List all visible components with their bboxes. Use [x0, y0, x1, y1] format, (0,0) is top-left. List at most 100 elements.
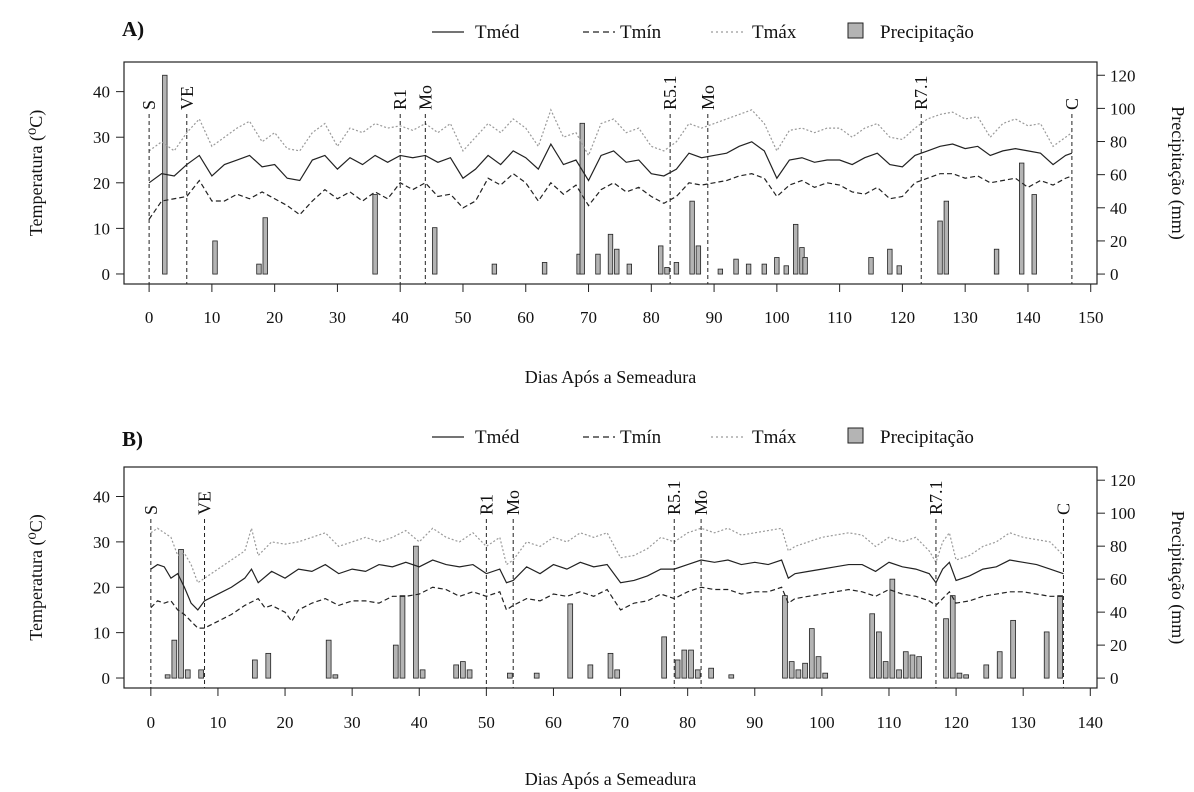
precip-bar	[963, 674, 969, 679]
precip-bar	[909, 654, 916, 679]
x-tick-label: 120	[890, 308, 916, 327]
x-tick-label: 30	[344, 713, 361, 732]
precip-bar	[607, 233, 614, 275]
legend-label-4: Precipitação	[880, 427, 974, 448]
precip-bar	[466, 669, 473, 679]
x-axis-title: Dias Após a Semeadura	[525, 367, 696, 387]
stage-label: R5.1	[664, 480, 684, 515]
precip-bar	[795, 669, 802, 679]
precip-bar	[392, 644, 399, 679]
y-axis-title: Temperatura (⁰C)	[26, 514, 47, 640]
legend-label-3: Tmáx	[752, 427, 797, 448]
precip-bar	[868, 257, 874, 275]
x-tick-label: 40	[411, 713, 428, 732]
precip-bar	[745, 263, 752, 275]
x-tick-label: 90	[746, 713, 763, 732]
legend-label-1: Tméd	[475, 427, 520, 448]
x-tick-label: 100	[764, 308, 790, 327]
precip-bar	[674, 659, 681, 679]
y-tick-label: 10	[93, 624, 110, 643]
x-tick-label: 50	[478, 713, 495, 732]
y2-tick-label: 20	[1110, 636, 1127, 655]
stage-label: VE	[177, 86, 197, 110]
precip-bar	[815, 656, 822, 679]
legend-label-1: Tméd	[475, 22, 520, 43]
x-tick-label: 70	[580, 308, 597, 327]
precip-bar	[432, 227, 438, 275]
precip-bar	[783, 265, 789, 275]
precip-bar	[728, 674, 735, 679]
x-tick-label: 10	[209, 713, 226, 732]
precip-bar	[325, 639, 332, 679]
precip-bar	[1043, 631, 1050, 679]
legend-label-2: Tmín	[620, 427, 662, 448]
x-tick-label: 30	[329, 308, 346, 327]
x-tick-label: 110	[877, 713, 902, 732]
precip-bar	[507, 672, 513, 679]
panel-label: B)	[122, 427, 143, 451]
precip-bar	[164, 674, 171, 679]
precip-bar	[460, 661, 466, 679]
y2-axis-title: Precipitação (mm)	[1167, 511, 1188, 644]
x-tick-label: 140	[1078, 713, 1104, 732]
precip-bar	[782, 595, 788, 679]
x-tick-label: 120	[943, 713, 969, 732]
precip-bar	[399, 595, 406, 679]
precip-bar	[626, 263, 632, 275]
y-tick-label: 40	[93, 487, 110, 506]
precip-bar	[733, 258, 739, 275]
x-tick-label: 70	[612, 713, 629, 732]
x-tick-label: 60	[545, 713, 562, 732]
precip-bar	[491, 263, 498, 275]
precip-bar	[943, 618, 949, 679]
plot-frame	[123, 466, 1098, 689]
x-tick-label: 10	[203, 308, 220, 327]
y-tick-label: 0	[102, 265, 111, 284]
legend-label-4: Precipitação	[880, 22, 974, 43]
precip-bar	[887, 248, 893, 275]
x-tick-label: 140	[1015, 308, 1041, 327]
precip-bar	[916, 656, 922, 679]
stage-label: S	[139, 100, 159, 110]
precip-bar	[689, 200, 695, 275]
precip-bar	[949, 595, 956, 679]
x-tick-label: 0	[147, 713, 156, 732]
x-tick-label: 150	[1078, 308, 1104, 327]
y-tick-label: 0	[102, 669, 111, 688]
panel-b: B) Tméd Tmín Tmáx Precipitação S VE R1 Mo R5.1 Mo R…	[26, 427, 1188, 789]
precip-bar	[661, 636, 668, 679]
precip-bar	[882, 661, 889, 679]
precip-bar	[614, 669, 621, 679]
precip-bar	[793, 223, 799, 275]
precip-bar	[252, 659, 258, 679]
y2-tick-label: 0	[1110, 669, 1119, 688]
precip-bar	[937, 220, 943, 275]
precip-bar	[212, 240, 218, 275]
precip-bar	[996, 651, 1003, 679]
y-tick-label: 20	[93, 174, 110, 193]
precip-bar	[943, 200, 950, 275]
x-axis-title: Dias Após a Semeadura	[525, 769, 696, 789]
legend-bar-swatch	[847, 22, 864, 39]
y-axis-title: Temperatura (⁰C)	[26, 110, 47, 236]
precip-bar	[171, 639, 178, 679]
precip-bar	[587, 664, 594, 679]
precip-bar	[419, 669, 426, 679]
y2-tick-label: 80	[1110, 537, 1127, 556]
stage-label: R7.1	[911, 75, 931, 110]
precip-bar	[1010, 619, 1016, 679]
y2-tick-label: 100	[1110, 504, 1136, 523]
x-tick-label: 40	[392, 308, 409, 327]
precip-bar	[256, 263, 262, 275]
precip-bar	[664, 267, 670, 275]
stage-label: Mo	[691, 490, 711, 515]
precip-bar	[802, 257, 808, 275]
y2-tick-label: 40	[1110, 603, 1127, 622]
precip-bar	[869, 613, 876, 679]
precip-bar	[717, 268, 724, 275]
stage-label: Mo	[503, 490, 523, 515]
x-tick-label: 60	[517, 308, 534, 327]
precip-bar	[332, 674, 339, 679]
x-tick-label: 0	[145, 308, 154, 327]
